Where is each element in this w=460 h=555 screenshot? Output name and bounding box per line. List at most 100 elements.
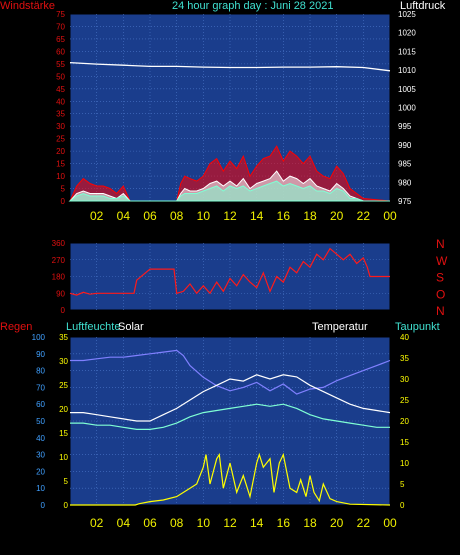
wind-hour-tick: 06 <box>143 209 157 223</box>
climate-hour-tick: 22 <box>357 516 371 530</box>
climate-hour-tick: 10 <box>197 516 211 530</box>
rain-axis-tick: 80 <box>36 367 45 376</box>
wind-axis-tick: 40 <box>56 97 65 106</box>
compass-label: N <box>436 237 445 251</box>
compass-label: N <box>436 304 445 318</box>
wind-axis-tick: 10 <box>56 172 65 181</box>
compass-label: S <box>436 271 444 285</box>
pressure-axis-tick: 995 <box>398 122 412 131</box>
rain-label: Regen <box>0 321 33 333</box>
direction-axis-tick: 0 <box>61 306 66 315</box>
temperature-axis-tick: 15 <box>400 438 409 447</box>
wind-hour-tick: 16 <box>277 209 291 223</box>
direction-axis-tick: 90 <box>56 289 65 298</box>
wind-direction-series <box>69 247 390 296</box>
humidity-axis-tick: 35 <box>59 333 68 342</box>
humidity-axis-tick: 20 <box>59 405 68 414</box>
wind-axis-tick: 5 <box>61 185 66 194</box>
wind-hour-tick: 14 <box>250 209 264 223</box>
wind-avg-series <box>68 180 390 202</box>
climate-hour-tick: 20 <box>330 516 344 530</box>
wind-hour-tick: 02 <box>90 209 104 223</box>
pressure-axis-tick: 1020 <box>398 29 416 38</box>
pressure-axis-tick: 985 <box>398 160 412 169</box>
rain-axis-tick: 50 <box>36 417 45 426</box>
solar-series <box>70 452 391 506</box>
climate-hour-tick: 06 <box>143 516 157 530</box>
direction-axis-tick: 180 <box>52 273 66 282</box>
temperature-axis-tick: 5 <box>400 480 405 489</box>
wind-axis-tick: 15 <box>56 160 65 169</box>
humidity-axis-tick: 5 <box>64 477 69 486</box>
rain-axis-tick: 10 <box>36 484 45 493</box>
wind-axis-tick: 20 <box>56 147 65 156</box>
temperature-axis-tick: 25 <box>400 396 409 405</box>
temperature-axis-tick: 35 <box>400 354 409 363</box>
climate-hour-tick: 18 <box>303 516 317 530</box>
rain-axis-tick: 100 <box>32 333 46 342</box>
climate-hour-tick: 04 <box>117 516 131 530</box>
pressure-axis-tick: 980 <box>398 178 412 187</box>
rain-axis-tick: 90 <box>36 350 45 359</box>
compass-label: W <box>436 254 448 268</box>
wind-axis-tick: 35 <box>56 110 65 119</box>
solar-label: Solar <box>118 321 144 333</box>
pressure-axis-tick: 1010 <box>398 66 416 75</box>
temperature-axis-tick: 40 <box>400 333 409 342</box>
wind-hour-tick: 20 <box>330 209 344 223</box>
wind-axis-tick: 55 <box>56 60 65 69</box>
rain-axis-tick: 40 <box>36 434 45 443</box>
temperature-axis-tick: 0 <box>400 501 405 510</box>
wind-axis-tick: 45 <box>56 85 65 94</box>
wind-hour-tick: 18 <box>303 209 317 223</box>
humidity-label: Luftfeuchte <box>66 321 121 333</box>
pressure-axis-tick: 990 <box>398 141 412 150</box>
humidity-axis-tick: 0 <box>64 501 69 510</box>
wind-hour-tick: 12 <box>223 209 237 223</box>
temperature-axis-tick: 20 <box>400 417 409 426</box>
wind-hour-tick: 10 <box>197 209 211 223</box>
pressure-series <box>69 61 391 72</box>
humidity-axis-tick: 15 <box>59 429 68 438</box>
rain-axis-tick: 20 <box>36 467 45 476</box>
pressure-axis-tick: 975 <box>398 197 412 206</box>
climate-hour-tick: 12 <box>223 516 237 530</box>
humidity-series <box>70 349 391 395</box>
direction-axis-tick: 360 <box>52 239 66 248</box>
wind-hour-tick: 04 <box>117 209 131 223</box>
pressure-axis-label: Luftdruck <box>400 0 446 12</box>
wind-hour-tick: 08 <box>170 209 184 223</box>
wind-axis-tick: 0 <box>61 197 66 206</box>
direction-axis-tick: 270 <box>52 256 66 265</box>
pressure-axis-tick: 1005 <box>398 85 416 94</box>
rain-axis-tick: 30 <box>36 451 45 460</box>
wind-axis-tick: 25 <box>56 135 65 144</box>
wind-axis-tick: 65 <box>56 35 65 44</box>
rain-axis-tick: 0 <box>41 501 46 510</box>
compass-label: O <box>436 287 445 301</box>
humidity-axis-tick: 10 <box>59 453 68 462</box>
temperature-series <box>70 374 391 422</box>
wind-axis-tick: 50 <box>56 72 65 81</box>
dewpoint-series <box>70 403 390 430</box>
page-title: 24 hour graph day : Juni 28 2021 <box>172 0 334 12</box>
rain-axis-tick: 70 <box>36 383 45 392</box>
wind-axis-label: Windstärke <box>0 0 56 12</box>
climate-hour-tick: 14 <box>250 516 264 530</box>
temperature-axis-tick: 10 <box>400 459 409 468</box>
wind-hour-tick: 22 <box>357 209 371 223</box>
wind-axis-tick: 60 <box>56 47 65 56</box>
climate-hour-tick: 02 <box>90 516 104 530</box>
climate-hour-tick: 00 <box>383 516 397 530</box>
wind-axis-tick: 75 <box>56 10 65 19</box>
temperature-axis-tick: 30 <box>400 375 409 384</box>
wind-axis-tick: 70 <box>56 22 65 31</box>
wind-hour-tick: 00 <box>383 209 397 223</box>
climate-hour-tick: 08 <box>170 516 184 530</box>
humidity-axis-tick: 25 <box>59 381 68 390</box>
rain-axis-tick: 60 <box>36 400 45 409</box>
humidity-axis-tick: 30 <box>59 357 68 366</box>
temperature-label: Temperatur <box>312 321 368 333</box>
climate-hour-tick: 16 <box>277 516 291 530</box>
